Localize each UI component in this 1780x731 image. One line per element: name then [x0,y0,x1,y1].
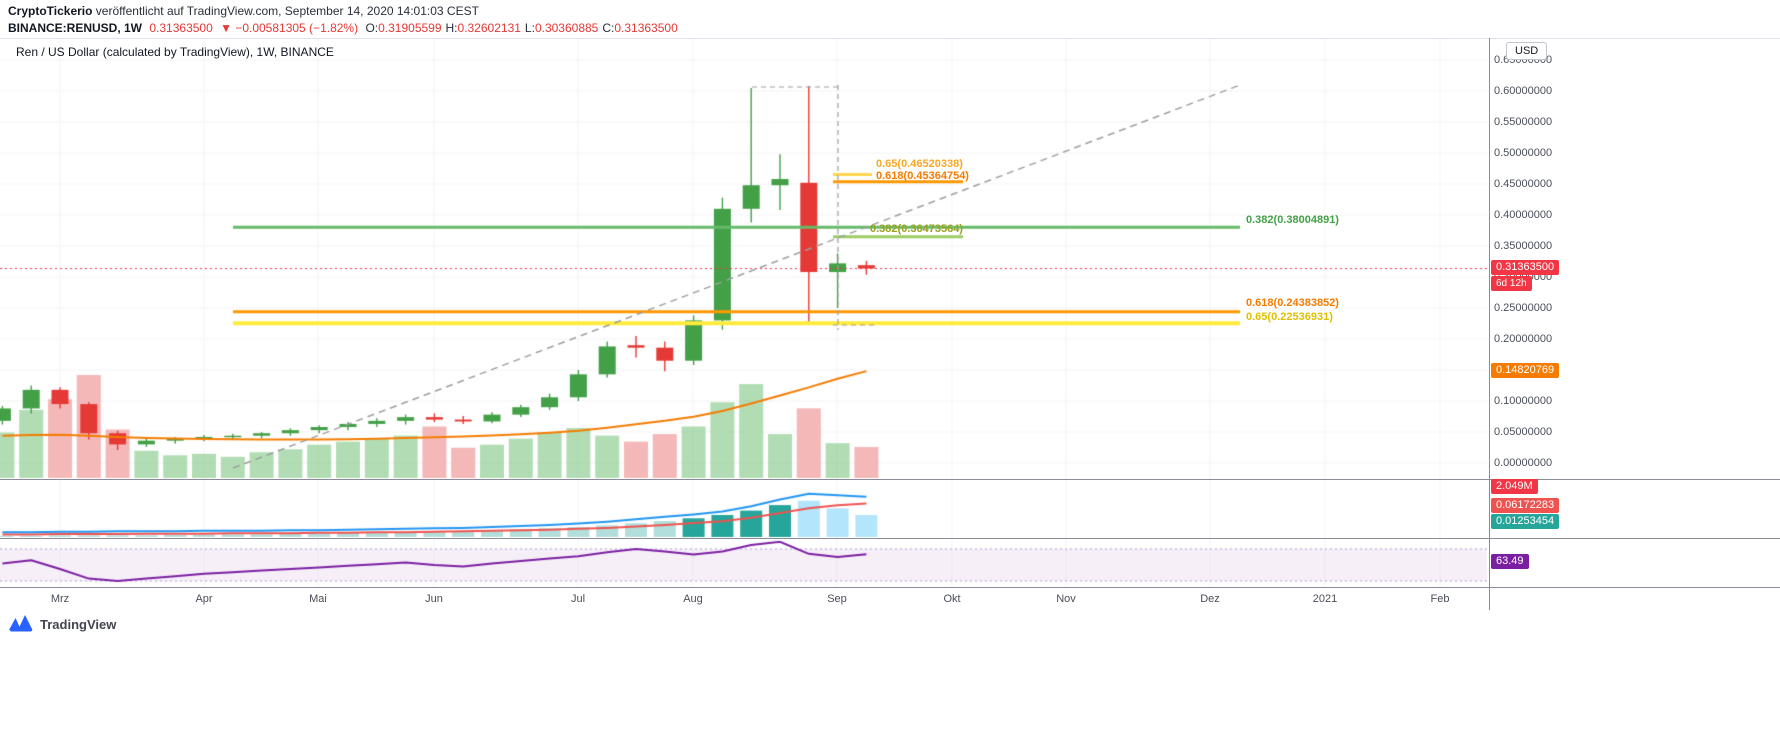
chart-legend: Ren / US Dollar (calculated by TradingVi… [16,45,334,59]
ohlc-value: 0.31905599 [378,21,442,35]
ohlc-key: C: [602,21,615,35]
ohlc-key: H: [445,21,458,35]
pane-separator[interactable] [0,538,1780,539]
footer: TradingView [8,614,116,634]
symbol-line: BINANCE:RENUSD, 1W 0.31363500 ▼ −0.00581… [8,20,1780,36]
ohlc-value: 0.30360885 [534,21,599,35]
byline: CryptoTickerio veröffentlicht auf Tradin… [8,3,1780,19]
tradingview-logo-icon[interactable] [8,614,34,634]
last-price: 0.31363500 [149,21,213,35]
brand-name: TradingView [40,616,117,632]
ohlc-values: O:0.31905599 H:0.32602131 L:0.30360885 C:0.… [365,21,681,35]
author-name: CryptoTickerio [8,4,93,18]
header: CryptoTickerio veröffentlicht auf Tradin… [0,0,1780,38]
price-change: ▼ −0.00581305 (−1.82%) [220,21,359,35]
ohlc-key: L: [524,21,535,35]
ohlc-key: O: [365,21,379,35]
pane-separator[interactable] [0,587,1780,588]
publish-info: veröffentlicht auf TradingView.com, Sept… [92,4,479,18]
symbol-title: BINANCE:RENUSD, 1W [8,21,143,35]
currency-toggle-button[interactable]: USD [1506,42,1548,60]
ohlc-value: 0.31363500 [614,21,678,35]
price-axis-separator [1489,38,1490,610]
pane-separator[interactable] [0,479,1780,480]
chart-top-border [0,38,1780,39]
ohlc-value: 0.32602131 [457,21,521,35]
